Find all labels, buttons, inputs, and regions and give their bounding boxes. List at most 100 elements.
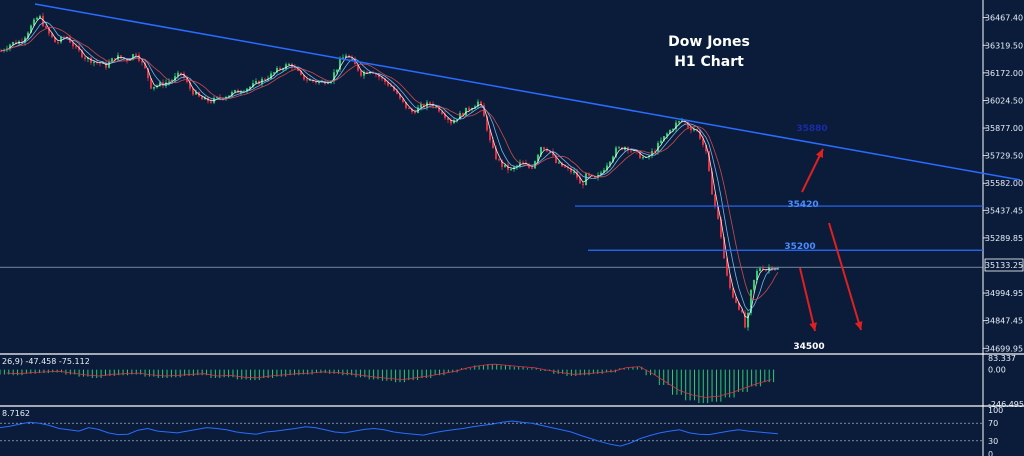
moving-average-3 — [0, 26, 779, 301]
candle-body — [90, 57, 92, 63]
macd-tick-label: 83.337 — [988, 354, 1016, 363]
candle-body — [30, 25, 32, 33]
candle-body — [759, 268, 761, 271]
candle-body — [687, 122, 689, 128]
candle-body — [744, 312, 746, 328]
main-pane: 36467.40 36319.50 36172.00 36024.50 35877.00… — [0, 3, 1023, 353]
candle-body — [252, 83, 254, 87]
candle-body — [6, 48, 8, 50]
candle-body — [513, 167, 515, 170]
candle-body — [399, 93, 401, 99]
candle-body — [417, 107, 419, 113]
candle-body — [465, 107, 467, 116]
candle-body — [753, 279, 755, 290]
candle-body — [714, 194, 716, 206]
level-label-35420: 35420 — [787, 200, 818, 210]
candle-body — [762, 268, 764, 270]
candle-body — [519, 162, 521, 166]
candle-body — [141, 61, 143, 63]
candle-body — [120, 55, 122, 59]
candle-body — [495, 148, 497, 160]
candle-body — [231, 92, 233, 96]
candle-body — [501, 160, 503, 167]
candle-body — [612, 156, 614, 162]
candle-body — [726, 258, 728, 276]
candle-body — [51, 33, 53, 38]
price-tick-label: 34994.95 — [985, 289, 1023, 298]
price-tick-label: 36172.00 — [985, 69, 1023, 78]
candle-body — [192, 88, 194, 95]
candle-body — [411, 109, 413, 112]
candle-body — [720, 218, 722, 238]
candle-body — [195, 91, 197, 95]
candle-body — [45, 26, 47, 29]
candle-body — [732, 288, 734, 298]
candle-body — [345, 55, 347, 58]
candle-body — [735, 297, 737, 303]
candle-body — [717, 205, 719, 219]
candle-body — [132, 54, 134, 60]
price-tick-label: 36319.50 — [985, 41, 1023, 50]
candle-body — [468, 107, 470, 110]
candle-body — [357, 64, 359, 71]
level-label-35200: 35200 — [784, 242, 815, 252]
candle-body — [216, 97, 218, 99]
candle-body — [75, 46, 77, 48]
candle-body — [486, 116, 488, 131]
candle-body — [555, 155, 557, 164]
chart-title-line1: Dow Jones — [668, 34, 750, 50]
candle-body — [318, 81, 320, 83]
candle-body — [588, 173, 590, 176]
candle-body — [558, 162, 560, 164]
candle-body — [480, 101, 482, 106]
candle-body — [48, 28, 50, 34]
current-price-tag — [984, 258, 1024, 272]
candle-body — [738, 302, 740, 310]
candle-body — [264, 78, 266, 80]
candle-body — [108, 62, 110, 68]
rsi-header: 8.7162 — [2, 409, 30, 418]
candle-body — [297, 67, 299, 71]
candle-body — [336, 69, 338, 73]
candle-body — [351, 57, 353, 59]
candle-body — [462, 113, 464, 116]
candle-body — [300, 70, 302, 75]
candle-body — [63, 36, 65, 38]
macd-pane: 83.337 0.00 -246.495 — [0, 354, 1024, 409]
candle-body — [306, 79, 308, 81]
candle-body — [603, 170, 605, 173]
candle-body — [126, 59, 128, 61]
candle-body — [327, 82, 329, 84]
candle-body — [540, 147, 542, 155]
candle-body — [639, 151, 641, 159]
candle-body — [492, 140, 494, 149]
candle-body — [393, 86, 395, 91]
candle-body — [42, 15, 44, 27]
candle-body — [606, 165, 608, 171]
candle-body — [591, 175, 593, 177]
rsi-pane: 100 70 30 0 — [0, 406, 1003, 456]
candle-body — [339, 59, 341, 70]
candle-body — [114, 58, 116, 60]
candle-body — [585, 173, 587, 186]
moving-average-1 — [0, 17, 779, 319]
candle-body — [702, 138, 704, 145]
candle-body — [39, 15, 41, 18]
candle-body — [567, 167, 569, 169]
price-tick-label: 34847.45 — [985, 317, 1023, 326]
candle-body — [414, 111, 416, 113]
price-tick-label: 36024.50 — [985, 96, 1023, 105]
candle-body — [504, 164, 506, 167]
macd-signal-line — [6, 363, 772, 398]
candle-body — [729, 275, 731, 289]
chart-title-line2: H1 Chart — [674, 54, 744, 70]
candle-body — [531, 167, 533, 169]
candle-body — [441, 111, 443, 115]
resistance-trendline — [34, 3, 1021, 181]
candle-body — [420, 104, 422, 108]
candle-body — [294, 67, 296, 69]
candle-body — [474, 106, 476, 109]
rsi-tick-label: 70 — [988, 419, 998, 428]
candle-body — [378, 74, 380, 78]
